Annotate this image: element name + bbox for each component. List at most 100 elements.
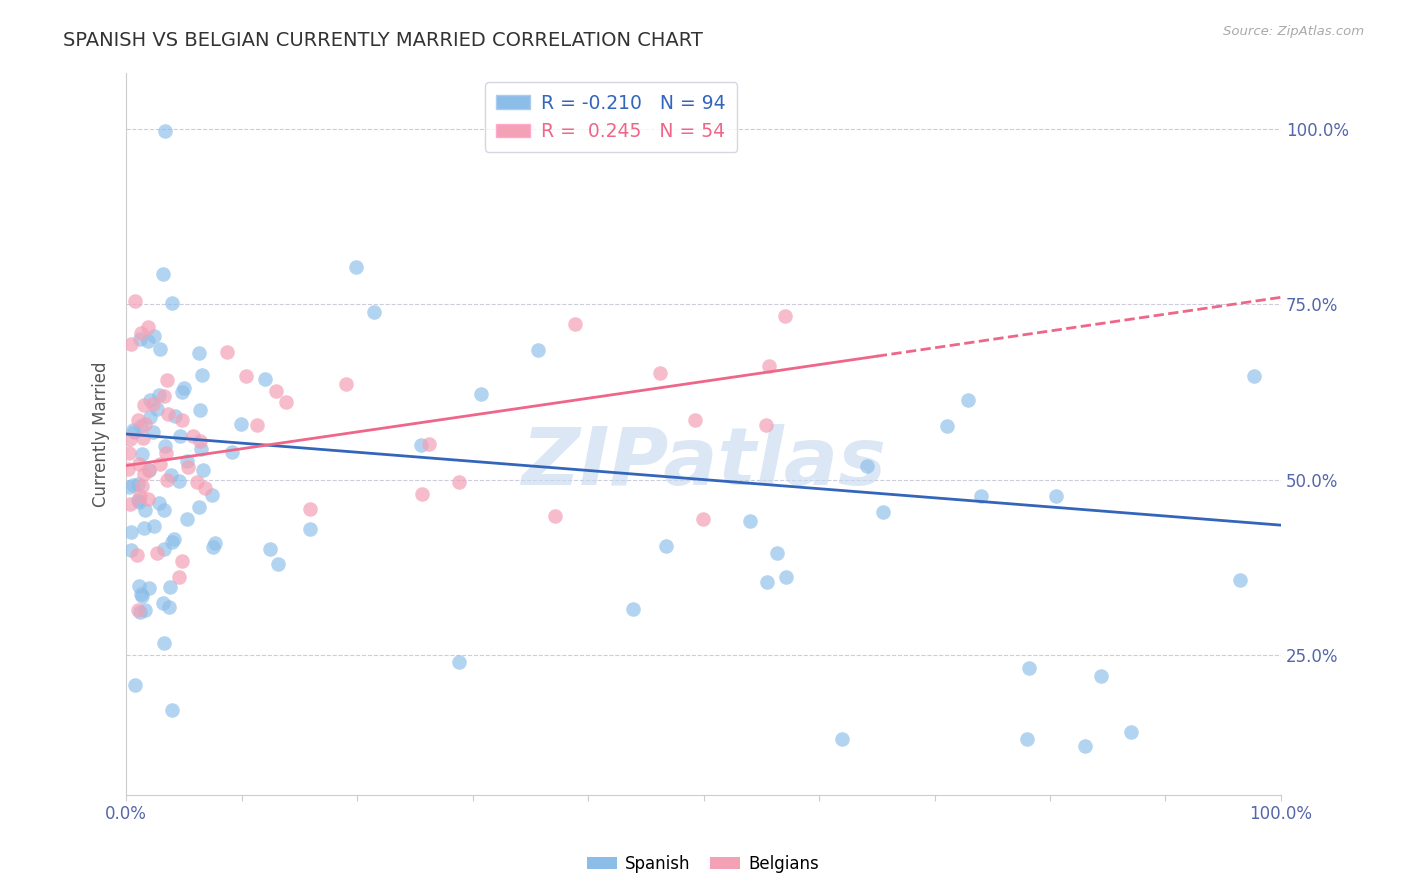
Point [1229,573,1251,587]
Point [447,656,470,670]
Point [132,431,155,445]
Point [1243,369,1265,384]
Point [131,447,153,461]
Point [202,541,225,555]
Point [344,260,367,275]
Point [146,401,169,416]
Point [143,329,166,343]
Point [152,267,174,281]
Text: SPANISH VS BELGIAN CURRENTLY MARRIED CORRELATION CHART: SPANISH VS BELGIAN CURRENTLY MARRIED COR… [63,31,703,50]
Point [190,368,212,383]
Point [1045,489,1067,503]
Point [177,459,200,474]
Point [131,479,153,493]
Point [159,600,181,615]
Point [134,417,156,431]
Point [128,579,150,593]
Point [193,463,215,477]
Point [131,326,153,340]
Point [831,731,853,746]
Point [187,500,209,515]
Point [127,603,149,617]
Point [194,481,217,495]
Point [148,387,170,401]
Point [217,345,239,359]
Point [1090,669,1112,683]
Point [122,423,145,437]
Point [181,429,204,443]
Point [149,342,172,356]
Point [134,603,156,617]
Point [153,439,176,453]
Point [235,368,257,383]
Point [173,382,195,396]
Point [1073,739,1095,753]
Point [766,546,789,560]
Point [176,454,198,468]
Point [872,505,894,519]
Point [153,389,176,403]
Point [138,463,160,477]
Point [128,605,150,619]
Point [411,486,433,500]
Point [170,413,193,427]
Point [153,124,176,138]
Point [120,525,142,540]
Point [138,393,160,408]
Point [163,409,186,424]
Point [773,310,796,324]
Point [131,589,153,603]
Point [136,492,159,507]
Point [162,535,184,549]
Point [229,417,252,431]
Point [134,467,156,482]
Point [128,495,150,509]
Point [204,536,226,550]
Point [118,432,141,446]
Point [139,410,162,425]
Point [127,549,149,563]
Point [1018,661,1040,675]
Point [936,419,959,434]
Point [621,602,644,616]
Point [755,575,778,590]
Point [152,503,174,517]
Point [276,395,298,409]
Point [246,418,269,433]
Point [172,554,194,568]
Point [1015,731,1038,746]
Point [146,546,169,560]
Point [186,475,208,489]
Point [254,372,277,386]
Point [128,457,150,471]
Point [159,467,181,482]
Point [363,305,385,319]
Text: Source: ZipAtlas.com: Source: ZipAtlas.com [1223,25,1364,38]
Point [1119,725,1142,739]
Point [188,346,211,360]
Point [775,569,797,583]
Point [138,582,160,596]
Point [129,419,152,434]
Point [648,366,671,380]
Point [190,442,212,456]
Point [969,489,991,503]
Point [122,425,145,439]
Point [124,678,146,692]
Point [153,636,176,650]
Point [159,580,181,594]
Point [156,373,179,387]
Point [335,377,357,392]
Point [298,522,321,536]
Point [564,317,586,331]
Point [128,489,150,503]
Point [740,514,762,528]
Point [527,343,550,357]
Point [138,462,160,476]
Point [120,543,142,558]
Point [118,480,141,494]
Point [449,475,471,489]
Point [134,521,156,535]
Y-axis label: Currently Married: Currently Married [93,361,110,507]
Point [167,475,190,489]
